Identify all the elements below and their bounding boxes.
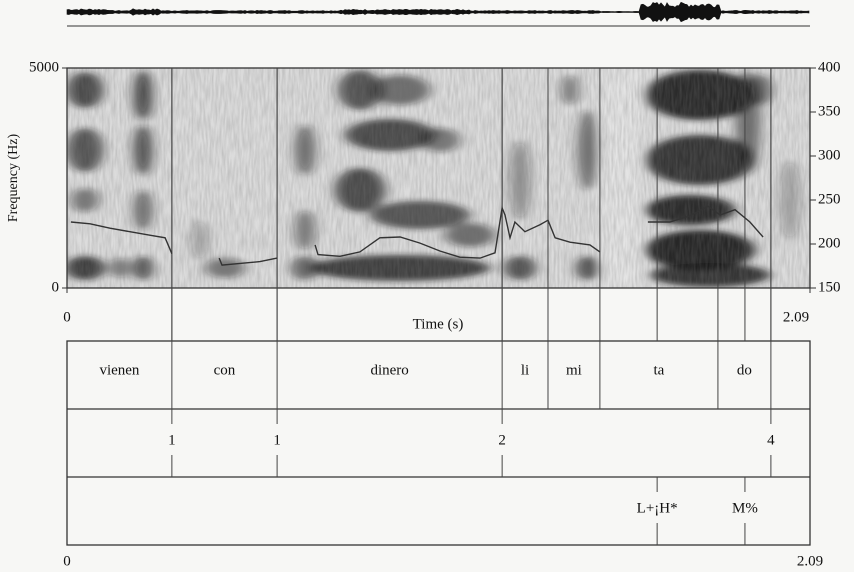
interval-label: mi xyxy=(566,362,582,378)
point-label: 1 xyxy=(168,432,176,448)
point-label: M% xyxy=(732,500,758,516)
point-label: 2 xyxy=(498,432,506,448)
y2-tick-label: 300 xyxy=(818,147,841,163)
y2-tick-label: 150 xyxy=(818,279,841,295)
interval-label: vienen xyxy=(99,362,139,378)
x-tick-label-bottom: 0 xyxy=(63,553,71,569)
x-tick-label: 2.09 xyxy=(783,309,809,325)
y2-tick-label: 350 xyxy=(818,103,841,119)
waveform xyxy=(67,2,810,26)
y2-tick-label: 200 xyxy=(818,235,841,251)
y-tick-label: 5000 xyxy=(29,59,59,75)
y-tick-label: 0 xyxy=(52,279,60,295)
figure: Frequency (Hz) Time (s) 0500015020025030… xyxy=(0,0,854,572)
y2-tick-label: 250 xyxy=(818,191,841,207)
y-axis-label: Frequency (Hz) xyxy=(6,134,21,223)
point-label: 4 xyxy=(767,432,775,448)
interval-label: do xyxy=(737,362,752,378)
interval-label: ta xyxy=(653,362,664,378)
point-label: 1 xyxy=(273,432,281,448)
x-axis-label: Time (s) xyxy=(413,316,464,332)
point-label: L+¡H* xyxy=(637,500,678,516)
spectrogram xyxy=(65,68,810,288)
x-tick-label-bottom: 2.09 xyxy=(797,553,823,569)
interval-label: con xyxy=(214,362,236,378)
interval-label: li xyxy=(521,362,529,378)
textgrid-frame xyxy=(67,341,810,545)
x-tick-label: 0 xyxy=(63,309,71,325)
y2-tick-label: 400 xyxy=(818,59,841,75)
interval-label: dinero xyxy=(370,362,408,378)
page: Frequency (Hz) Time (s) 0500015020025030… xyxy=(0,0,854,572)
